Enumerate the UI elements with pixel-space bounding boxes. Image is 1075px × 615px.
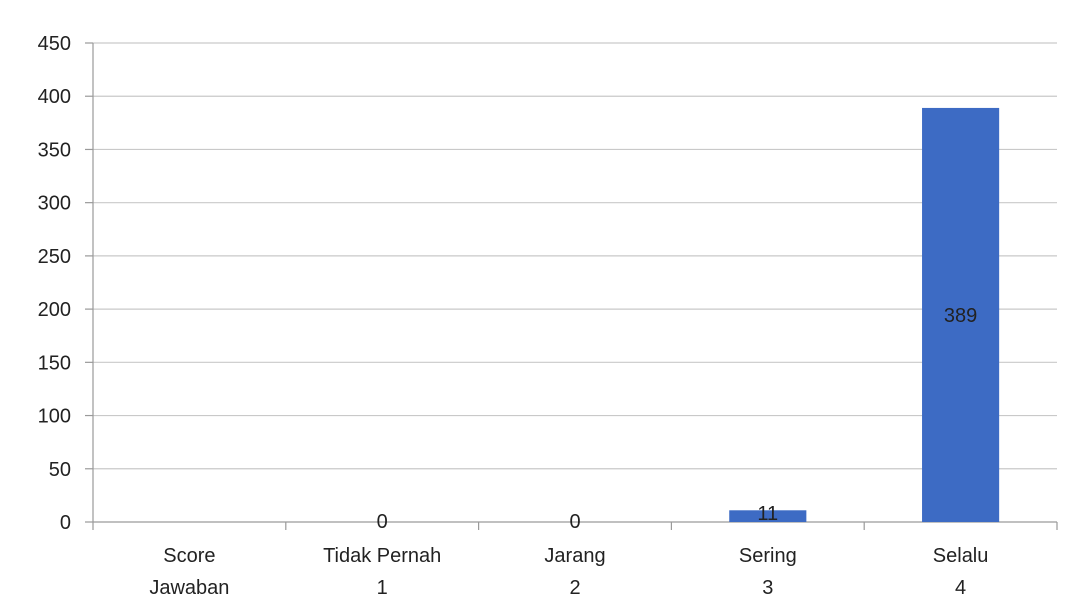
y-tick-label: 350 xyxy=(38,139,71,161)
bar xyxy=(922,107,1000,522)
data-label: 0 xyxy=(569,511,580,533)
x-axis: Score Jawaban Tidak Pernah 1 Jarang 2 Sering 3 S… xyxy=(92,522,1058,599)
gridlines xyxy=(93,42,1057,523)
y-tick-label: 300 xyxy=(38,193,71,215)
y-tick-label: 250 xyxy=(38,246,71,268)
data-label: 0 xyxy=(377,511,388,533)
y-tick-label: 450 xyxy=(38,33,71,55)
x-category-label: Sering xyxy=(739,545,797,567)
y-tick-label: 200 xyxy=(38,299,71,321)
x-category-label: Selalu xyxy=(933,545,989,567)
bars xyxy=(729,107,1000,522)
y-tick-label: 100 xyxy=(38,406,71,428)
data-label: 11 xyxy=(757,503,778,525)
y-axis: 0 50 100 150 200 250 300 350 400 450 xyxy=(38,33,94,534)
x-category-label: Jarang xyxy=(544,545,605,567)
y-tick-label: 150 xyxy=(38,352,71,374)
y-tick-label: 0 xyxy=(60,512,71,534)
x-category-label: Score xyxy=(163,545,215,567)
x-category-sublabel: 3 xyxy=(762,577,773,599)
y-tick-label: 400 xyxy=(38,86,71,108)
x-category-sublabel: 1 xyxy=(377,577,388,599)
y-tick-label: 50 xyxy=(49,459,71,481)
x-category-sublabel: 4 xyxy=(955,577,966,599)
x-category-sublabel: 2 xyxy=(569,577,580,599)
bar xyxy=(729,510,807,522)
x-category-label: Tidak Pernah xyxy=(323,545,441,567)
data-labels: 0 0 11 389 xyxy=(377,305,978,533)
data-label: 389 xyxy=(944,305,977,327)
x-category-sublabel: Jawaban xyxy=(149,577,229,599)
